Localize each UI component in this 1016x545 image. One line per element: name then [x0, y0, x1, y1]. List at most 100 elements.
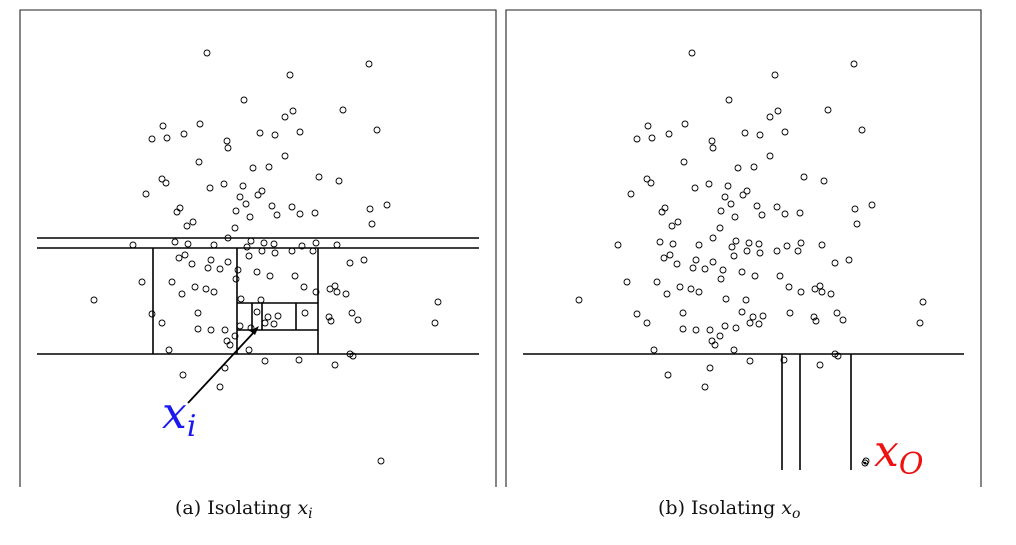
- caption-b: (b) Isolating xo: [658, 497, 800, 522]
- data-point: [816, 361, 824, 369]
- data-point: [221, 326, 229, 334]
- data-point: [383, 201, 391, 209]
- data-point: [669, 240, 677, 248]
- data-point: [674, 218, 682, 226]
- data-point: [623, 278, 631, 286]
- data-point: [288, 247, 296, 255]
- data-point: [643, 319, 651, 327]
- data-point: [755, 320, 763, 328]
- point-label-sub: i: [187, 409, 197, 444]
- data-point: [766, 113, 774, 121]
- data-point: [644, 122, 652, 130]
- data-point: [204, 264, 212, 272]
- data-point: [188, 260, 196, 268]
- panel-a-points: [90, 49, 442, 465]
- data-point: [824, 106, 832, 114]
- data-point: [138, 278, 146, 286]
- data-point: [648, 134, 656, 142]
- data-point: [673, 260, 681, 268]
- data-point: [751, 272, 759, 280]
- data-point: [90, 296, 98, 304]
- data-point: [745, 239, 753, 247]
- data-point: [853, 220, 861, 228]
- data-point: [300, 283, 308, 291]
- data-point: [184, 240, 192, 248]
- point-label-var: x: [162, 388, 187, 439]
- data-point: [295, 356, 303, 364]
- data-point: [812, 317, 820, 325]
- data-point: [701, 383, 709, 391]
- data-point: [237, 295, 245, 303]
- pointer-arrow: [187, 329, 257, 404]
- data-point: [689, 264, 697, 272]
- data-point: [245, 346, 253, 354]
- data-point: [339, 106, 347, 114]
- data-point: [731, 213, 739, 221]
- data-point: [679, 325, 687, 333]
- data-point: [180, 130, 188, 138]
- data-point: [273, 211, 281, 219]
- data-point: [236, 193, 244, 201]
- data-point: [331, 361, 339, 369]
- data-point: [288, 203, 296, 211]
- data-point: [158, 175, 166, 183]
- data-point: [774, 107, 782, 115]
- data-point: [178, 290, 186, 298]
- data-point: [820, 177, 828, 185]
- data-point: [773, 247, 781, 255]
- data-point: [260, 239, 268, 247]
- data-point: [660, 254, 668, 262]
- data-point: [833, 309, 841, 317]
- panel-b-partitions: [523, 353, 964, 470]
- outlier-center-dot: [863, 461, 867, 465]
- data-point: [171, 238, 179, 246]
- data-point: [633, 135, 641, 143]
- panel-a-frame: [19, 9, 497, 487]
- data-point: [722, 295, 730, 303]
- data-point: [162, 179, 170, 187]
- data-point: [716, 332, 724, 340]
- data-point: [771, 71, 779, 79]
- data-point: [781, 128, 789, 136]
- data-point: [158, 319, 166, 327]
- data-point: [850, 60, 858, 68]
- data-point: [296, 210, 304, 218]
- data-point: [291, 272, 299, 280]
- data-point: [271, 249, 279, 257]
- data-point: [692, 256, 700, 264]
- data-point: [129, 241, 137, 249]
- data-point: [373, 126, 381, 134]
- data-point: [756, 249, 764, 257]
- data-point: [851, 205, 859, 213]
- data-point: [739, 191, 747, 199]
- data-point: [643, 175, 651, 183]
- data-point: [647, 179, 655, 187]
- caption-prefix: (b) Isolating: [658, 497, 781, 519]
- data-point: [196, 120, 204, 128]
- caption-var: x: [781, 497, 792, 519]
- data-point: [687, 285, 695, 293]
- data-point: [665, 130, 673, 138]
- data-point: [148, 135, 156, 143]
- data-point: [312, 288, 320, 296]
- data-point: [281, 113, 289, 121]
- arrowhead: [250, 326, 259, 335]
- data-point: [575, 296, 583, 304]
- caption-a: (a) Isolating xi: [175, 497, 313, 522]
- data-point: [333, 241, 341, 249]
- data-point: [298, 242, 306, 250]
- data-point: [756, 131, 764, 139]
- data-point: [627, 190, 635, 198]
- data-point: [224, 144, 232, 152]
- data-point: [207, 256, 215, 264]
- data-point: [265, 163, 273, 171]
- data-point: [183, 222, 191, 230]
- data-point: [776, 272, 784, 280]
- data-point: [743, 247, 751, 255]
- data-point: [301, 309, 309, 317]
- data-point: [377, 457, 385, 465]
- data-point: [721, 322, 729, 330]
- data-point: [210, 241, 218, 249]
- data-point: [191, 283, 199, 291]
